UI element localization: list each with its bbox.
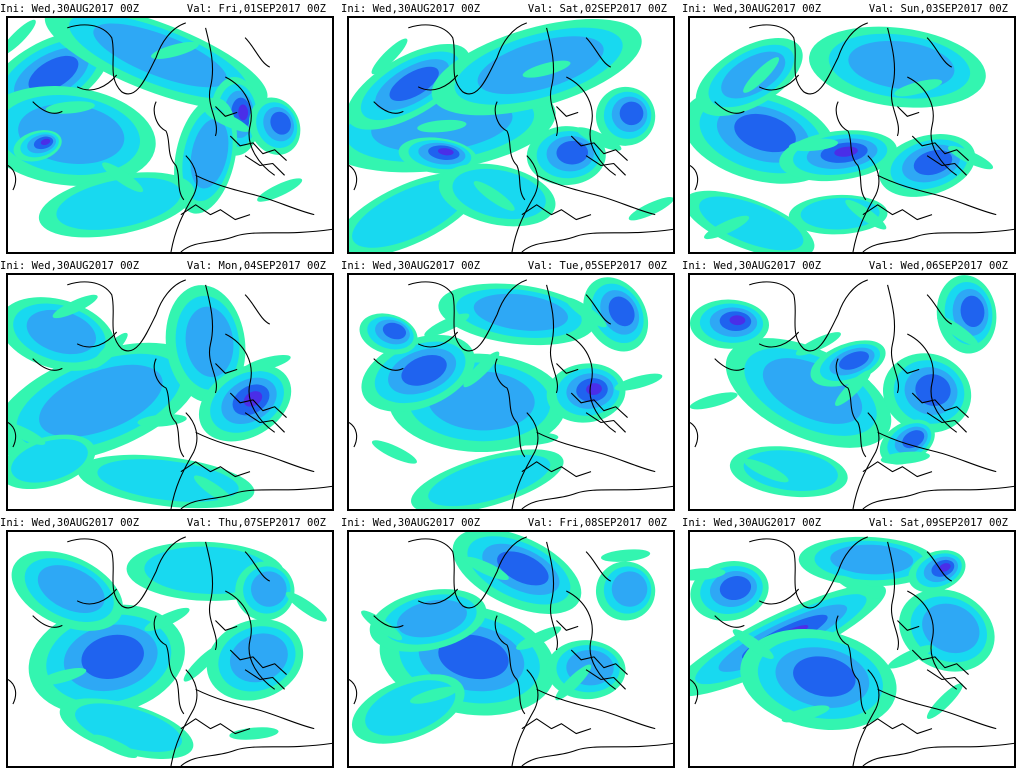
forecast-panel-8: Ini: Wed,30AUG2017 00Z Val: Fri,08SEP2017…	[341, 514, 675, 770]
panel-header: Ini: Wed,30AUG2017 00Z Val: Fri,01SEP2017…	[0, 2, 330, 16]
init-time-label: Ini: Wed,30AUG2017 00Z	[682, 517, 822, 529]
forecast-panel-2: Ini: Wed,30AUG2017 00Z Val: Sat,02SEP2017…	[341, 0, 675, 256]
valid-time-label: Val: Sat,09SEP2017 00Z	[868, 517, 1008, 529]
valid-time-label: Val: Thu,07SEP2017 00Z	[186, 517, 326, 529]
init-time-label: Ini: Wed,30AUG2017 00Z	[0, 260, 140, 272]
precipitation-map	[6, 273, 334, 511]
precipitation-map	[347, 273, 675, 511]
forecast-panel-9: Ini: Wed,30AUG2017 00Z Val: Sat,09SEP2017…	[682, 514, 1016, 770]
precipitation-map	[688, 16, 1016, 254]
panel-header: Ini: Wed,30AUG2017 00Z Val: Sat,09SEP2017…	[682, 516, 1012, 530]
panel-header: Ini: Wed,30AUG2017 00Z Val: Sun,03SEP2017…	[682, 2, 1012, 16]
forecast-panel-7: Ini: Wed,30AUG2017 00Z Val: Thu,07SEP2017…	[0, 514, 334, 770]
init-time-label: Ini: Wed,30AUG2017 00Z	[682, 3, 822, 15]
panel-header: Ini: Wed,30AUG2017 00Z Val: Mon,04SEP2017…	[0, 259, 330, 273]
precipitation-map	[6, 16, 334, 254]
init-time-label: Ini: Wed,30AUG2017 00Z	[341, 517, 481, 529]
forecast-panel-4: Ini: Wed,30AUG2017 00Z Val: Mon,04SEP2017…	[0, 257, 334, 513]
init-time-label: Ini: Wed,30AUG2017 00Z	[0, 517, 140, 529]
valid-time-label: Val: Sat,02SEP2017 00Z	[527, 3, 667, 15]
valid-time-label: Val: Mon,04SEP2017 00Z	[186, 260, 326, 272]
forecast-panel-3: Ini: Wed,30AUG2017 00Z Val: Sun,03SEP2017…	[682, 0, 1016, 256]
panel-header: Ini: Wed,30AUG2017 00Z Val: Sat,02SEP2017…	[341, 2, 671, 16]
precipitation-map	[688, 530, 1016, 768]
panel-header: Ini: Wed,30AUG2017 00Z Val: Thu,07SEP2017…	[0, 516, 330, 530]
panel-header: Ini: Wed,30AUG2017 00Z Val: Tue,05SEP2017…	[341, 259, 671, 273]
init-time-label: Ini: Wed,30AUG2017 00Z	[0, 3, 140, 15]
valid-time-label: Val: Fri,08SEP2017 00Z	[527, 517, 667, 529]
precipitation-map	[347, 16, 675, 254]
precipitation-map	[688, 273, 1016, 511]
valid-time-label: Val: Sun,03SEP2017 00Z	[868, 3, 1008, 15]
init-time-label: Ini: Wed,30AUG2017 00Z	[682, 260, 822, 272]
forecast-panel-5: Ini: Wed,30AUG2017 00Z Val: Tue,05SEP2017…	[341, 257, 675, 513]
valid-time-label: Val: Fri,01SEP2017 00Z	[186, 3, 326, 15]
forecast-panel-1: Ini: Wed,30AUG2017 00Z Val: Fri,01SEP2017…	[0, 0, 334, 256]
panel-header: Ini: Wed,30AUG2017 00Z Val: Wed,06SEP2017…	[682, 259, 1012, 273]
valid-time-label: Val: Tue,05SEP2017 00Z	[527, 260, 667, 272]
precipitation-map	[6, 530, 334, 768]
precipitation-map	[347, 530, 675, 768]
init-time-label: Ini: Wed,30AUG2017 00Z	[341, 260, 481, 272]
valid-time-label: Val: Wed,06SEP2017 00Z	[868, 260, 1008, 272]
panel-header: Ini: Wed,30AUG2017 00Z Val: Fri,08SEP2017…	[341, 516, 671, 530]
forecast-panel-6: Ini: Wed,30AUG2017 00Z Val: Wed,06SEP2017…	[682, 257, 1016, 513]
init-time-label: Ini: Wed,30AUG2017 00Z	[341, 3, 481, 15]
